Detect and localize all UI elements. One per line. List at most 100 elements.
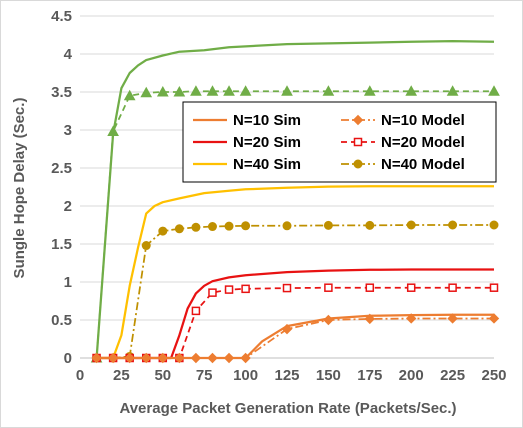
data-point — [191, 306, 201, 316]
legend-entry: N=10 Sim — [193, 112, 301, 129]
x-axis-ticks: 0 25 50 75 100 125 150 175 200 225 250 — [76, 367, 507, 384]
data-point — [363, 85, 376, 96]
x-tick-label: 175 — [357, 367, 382, 384]
data-point — [282, 283, 292, 293]
data-point — [448, 220, 458, 230]
data-point — [207, 222, 217, 232]
data-point — [489, 283, 499, 292]
x-tick-label: 25 — [113, 367, 130, 384]
data-point — [281, 323, 293, 335]
y-tick-label: 2 — [64, 198, 72, 215]
data-point — [174, 224, 184, 234]
data-point — [224, 285, 234, 294]
legend-label: N=10 Model — [381, 112, 465, 129]
data-point — [282, 221, 292, 231]
series-line — [96, 317, 494, 359]
data-point — [206, 85, 219, 96]
legend-entry: N=20 Sim — [193, 134, 301, 151]
data-point — [190, 85, 202, 96]
data-point — [107, 352, 119, 364]
x-tick-label: 225 — [440, 367, 465, 384]
data-point — [190, 352, 202, 364]
data-point — [405, 85, 418, 96]
legend-entry: N=20 Model — [341, 134, 465, 151]
series-line — [96, 313, 494, 360]
legend-marker — [353, 137, 363, 147]
data-point — [364, 313, 376, 325]
data-point — [324, 283, 333, 292]
legend-label: N=40 Model — [381, 156, 465, 173]
y-tick-label: 4 — [64, 46, 73, 63]
x-tick-label: 0 — [76, 367, 84, 384]
data-point — [156, 85, 169, 97]
legend-label: N=20 Sim — [233, 134, 301, 151]
data-point — [448, 283, 457, 292]
data-point — [208, 288, 217, 297]
data-point — [141, 352, 152, 364]
series-layer — [90, 39, 500, 364]
series-7 — [90, 85, 500, 363]
data-point — [488, 85, 500, 96]
data-point — [323, 220, 333, 230]
data-point — [91, 352, 102, 364]
legend-entry: N=10 Model — [341, 112, 465, 129]
series-3 — [92, 283, 499, 363]
legend-box — [182, 101, 497, 183]
x-tick-label: 125 — [274, 367, 299, 384]
data-point — [223, 352, 235, 364]
y-tick-label: 0.5 — [51, 312, 72, 329]
legend: N=10 Sim N=10 Model N=20 Sim N=20 Model N=40… — [182, 101, 497, 183]
series-line — [96, 185, 494, 360]
series-2 — [96, 268, 494, 360]
series-line — [96, 286, 494, 359]
legend-marker — [352, 114, 364, 126]
y-tick-label: 3 — [64, 122, 72, 139]
data-point — [224, 221, 234, 231]
data-point — [223, 85, 235, 96]
data-point — [446, 85, 459, 96]
data-point — [365, 283, 375, 292]
data-point — [323, 314, 334, 326]
series-line — [96, 224, 494, 359]
data-point — [174, 352, 185, 364]
x-tick-label: 50 — [154, 367, 171, 384]
legend-label: N=10 Sim — [233, 112, 301, 129]
y-axis-title: Sungle Hope Delay (Sec.) — [11, 98, 28, 279]
x-tick-label: 150 — [316, 367, 341, 384]
data-point — [123, 89, 136, 101]
y-axis-ticks: 0 0.5 1 1.5 2 2.5 3 3.5 4 4.5 — [51, 8, 73, 367]
y-tick-label: 4.5 — [51, 8, 72, 25]
data-point — [447, 313, 458, 324]
data-point — [281, 85, 293, 96]
series-line — [95, 90, 494, 359]
legend-entry: N=40 Sim — [193, 156, 301, 173]
series-line — [96, 268, 494, 360]
data-point — [489, 220, 499, 230]
y-tick-label: 0 — [64, 350, 72, 367]
y-tick-label: 2.5 — [51, 160, 72, 177]
data-point — [365, 220, 375, 230]
data-point — [406, 283, 416, 292]
data-point — [240, 352, 251, 364]
data-point — [241, 221, 251, 231]
series-5 — [92, 220, 499, 363]
series-6 — [95, 39, 495, 359]
data-point — [158, 226, 168, 236]
y-tick-label: 3.5 — [51, 84, 72, 101]
data-point — [107, 125, 119, 137]
data-point — [207, 352, 218, 364]
series-4 — [96, 185, 494, 360]
data-point — [124, 352, 135, 364]
y-tick-label: 1.5 — [51, 236, 72, 253]
legend-label: N=40 Sim — [233, 156, 301, 173]
series-line — [95, 39, 495, 359]
data-point — [488, 313, 500, 324]
data-point — [241, 284, 250, 294]
series-1 — [91, 313, 500, 364]
legend-label: N=20 Model — [381, 134, 465, 151]
data-point — [140, 86, 153, 98]
x-tick-label: 200 — [399, 367, 424, 384]
data-point — [322, 85, 335, 96]
